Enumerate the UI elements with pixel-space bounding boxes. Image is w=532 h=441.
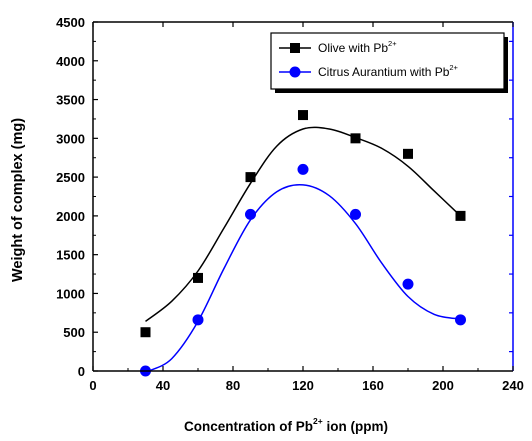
y-axis-label: Weight of complex (mg) — [10, 118, 26, 282]
y-tick-label: 2500 — [56, 170, 85, 185]
x-tick-label: 240 — [502, 378, 524, 393]
x-axis-label-sup: 2+ — [313, 416, 323, 426]
y-tick-label: 3500 — [56, 93, 85, 108]
y-tick-label: 4000 — [56, 54, 85, 69]
data-point-olive — [140, 327, 151, 338]
fit-curve-olive — [145, 126, 462, 322]
x-tick-label: 80 — [226, 378, 240, 393]
data-point-olive — [403, 148, 413, 159]
legend-label-olive-main: Olive with Pb — [318, 41, 388, 55]
legend-marker-olive — [290, 43, 300, 53]
data-point-olive — [455, 210, 466, 221]
legend-marker-citrus — [289, 66, 301, 78]
data-point-olive — [298, 110, 308, 121]
legend: Olive with Pb2+ Citrus Aurantium with Pb… — [270, 32, 508, 93]
data-point-citrus — [192, 314, 204, 326]
y-tick-label: 1000 — [56, 286, 85, 301]
x-axis-label: Concentration of Pb2+ ion (ppm) — [184, 416, 388, 434]
data-markers — [140, 110, 466, 377]
data-point-citrus — [297, 163, 309, 175]
data-point-olive — [350, 133, 361, 144]
data-point-citrus — [245, 208, 256, 220]
legend-label-citrus: Citrus Aurantium with Pb2+ — [318, 63, 459, 79]
x-tick-label: 40 — [156, 378, 170, 393]
y-tick-label: 4500 — [56, 15, 85, 30]
y-tick-label: 0 — [78, 364, 85, 379]
data-point-citrus — [350, 208, 361, 220]
legend-box — [270, 32, 505, 90]
legend-label-olive: Olive with Pb2+ — [318, 39, 397, 55]
x-tick-label: 160 — [362, 378, 384, 393]
data-point-citrus — [455, 314, 466, 326]
legend-label-olive-sup: 2+ — [388, 39, 397, 48]
y-tick-label: 1500 — [56, 248, 85, 263]
x-tick-label: 200 — [432, 378, 454, 393]
data-point-citrus — [402, 278, 414, 290]
x-tick-label: 0 — [89, 378, 96, 393]
y-tick-label: 3000 — [56, 131, 85, 146]
legend-label-citrus-sup: 2+ — [449, 63, 458, 72]
legend-label-citrus-main: Citrus Aurantium with Pb — [318, 65, 450, 79]
y-tick-label: 500 — [63, 325, 85, 340]
ticks: 0 500 1000 1500 2000 2500 3000 3500 4000 4500 0 40 8… — [56, 15, 524, 393]
x-axis-label-tail: ion (ppm) — [323, 419, 388, 434]
x-tick-label: 120 — [292, 378, 314, 393]
data-point-olive — [245, 172, 256, 183]
data-point-olive — [193, 272, 203, 283]
y-tick-label: 2000 — [56, 209, 85, 224]
x-axis-label-main: Concentration of Pb — [184, 419, 313, 434]
